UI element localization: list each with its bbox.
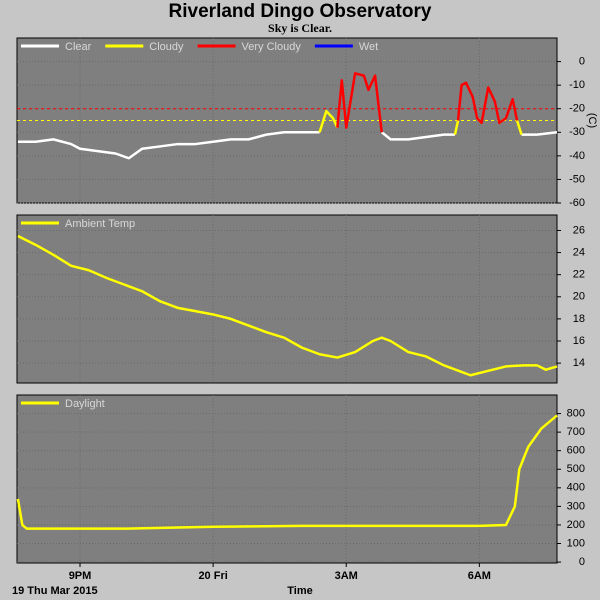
y-tick-label: 100 — [567, 537, 585, 549]
y-tick-label: 600 — [567, 445, 585, 457]
x-axis-label: Time — [287, 585, 312, 597]
y-tick-label: 400 — [567, 482, 585, 494]
legend-label: Very Cloudy — [242, 41, 302, 53]
y-tick-label: 300 — [567, 500, 585, 512]
legend-label: Cloudy — [149, 41, 184, 53]
y-tick-label: 18 — [573, 313, 585, 325]
y-tick-label: 700 — [567, 426, 585, 438]
y-tick-label: -40 — [569, 150, 585, 162]
x-tick-label: 20 Fri — [198, 570, 227, 582]
y-tick-label: -30 — [569, 126, 585, 138]
data-line — [16, 414, 558, 530]
y-tick-label: 26 — [573, 224, 585, 236]
y-tick-label: 16 — [573, 335, 585, 347]
x-tick-label: 3AM — [335, 570, 358, 582]
x-tick-label: 6AM — [468, 570, 491, 582]
y-tick-label: 0 — [579, 556, 585, 568]
data-line — [17, 131, 558, 160]
legend-label: Ambient Temp — [65, 218, 135, 230]
y-axis-label: (C) — [586, 113, 598, 128]
date-label: 19 Thu Mar 2015 — [12, 585, 98, 597]
y-tick-label: 200 — [567, 519, 585, 531]
x-tick-label: 9PM — [69, 570, 92, 582]
y-tick-label: 20 — [573, 291, 585, 303]
plot-area — [16, 394, 558, 564]
y-tick-label: -20 — [569, 103, 585, 115]
data-line — [17, 234, 558, 377]
y-tick-label: 500 — [567, 463, 585, 475]
y-tick-label: 800 — [567, 407, 585, 419]
y-tick-label: 24 — [573, 246, 585, 258]
data-line — [336, 72, 519, 133]
y-tick-label: -60 — [569, 197, 585, 209]
legend-label: Clear — [65, 41, 92, 53]
y-tick-label: 22 — [573, 269, 585, 281]
y-tick-label: -10 — [569, 79, 585, 91]
legend-label: Daylight — [65, 398, 105, 410]
y-tick-label: 14 — [573, 357, 585, 369]
y-tick-label: 0 — [579, 55, 585, 67]
chart-title: Riverland Dingo Observatory — [169, 1, 432, 22]
plot-area — [16, 214, 558, 384]
chart-subtitle: Sky is Clear. — [268, 21, 332, 35]
legend-label: Wet — [359, 41, 378, 53]
y-tick-label: -50 — [569, 173, 585, 185]
